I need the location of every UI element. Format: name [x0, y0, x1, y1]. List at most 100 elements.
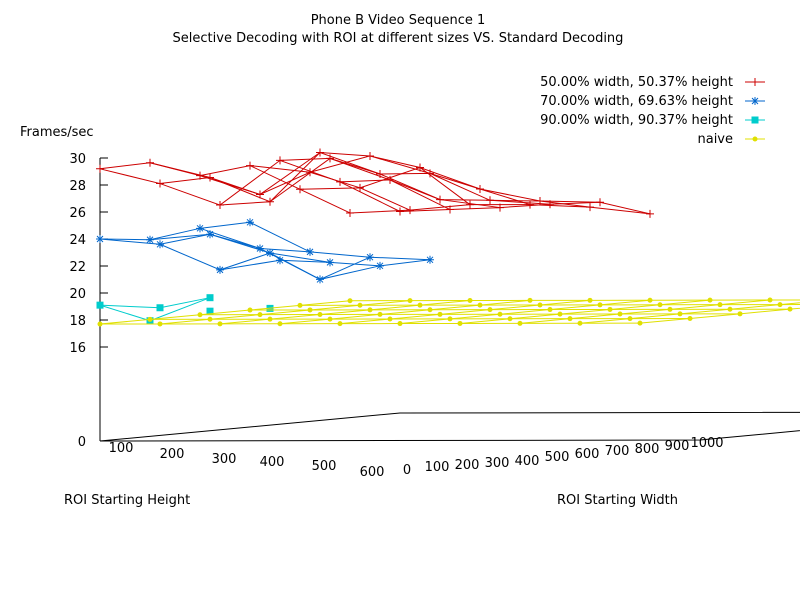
z-tick-label: 28 — [69, 179, 86, 194]
series-2-point — [326, 258, 334, 267]
series-4-point — [527, 297, 533, 303]
series-4-point — [567, 316, 573, 322]
series-3-point — [156, 304, 164, 312]
series-4-point — [657, 302, 663, 308]
x-tick-label: 500 — [312, 459, 337, 474]
series-2-point — [206, 230, 214, 239]
series-4-mesh-line — [579, 302, 800, 324]
series-1-mesh-line — [339, 179, 591, 208]
legend: 50.00% width, 50.37% height 70.00% width… — [540, 75, 733, 147]
series-4-point — [377, 311, 383, 317]
y-tick-label: 400 — [515, 454, 540, 469]
series-4-point — [707, 297, 713, 303]
series-1-point — [346, 208, 354, 217]
series-4-point — [577, 320, 583, 326]
series-4-point — [347, 298, 353, 304]
series-1-point — [206, 173, 214, 182]
legend-label-series-4: naive — [697, 132, 733, 147]
series-4-point — [467, 298, 473, 304]
series-2-point — [306, 247, 314, 256]
series-1 — [96, 148, 654, 218]
series-4-point — [217, 321, 223, 327]
series-4-point — [447, 316, 453, 322]
series-1-point — [266, 197, 274, 206]
series-1-point — [596, 198, 604, 207]
series-3-point — [96, 301, 104, 309]
legend-marks-group — [745, 78, 765, 142]
series-3-mesh-line — [149, 297, 211, 322]
series-2-mesh-line — [99, 238, 281, 271]
series-1-point — [296, 185, 304, 194]
series-2-point — [146, 235, 154, 244]
series-2-point — [246, 218, 254, 227]
series-1-point — [356, 183, 364, 192]
x-tick-label: 100 — [109, 441, 134, 456]
z-tick-label: 24 — [69, 233, 86, 248]
series-4-point — [507, 316, 513, 322]
series-4-point — [767, 297, 773, 303]
y-tick-label: 900 — [665, 439, 690, 454]
series-4-point — [607, 306, 613, 312]
series-2-point — [256, 244, 264, 253]
x-tick-label: 600 — [360, 465, 385, 480]
series-2-mesh-line — [149, 233, 331, 263]
series-1-point — [156, 179, 164, 188]
series-1-point — [536, 197, 544, 206]
series-4-mesh-line — [299, 304, 800, 306]
z-tick-label: 30 — [69, 152, 86, 167]
z-ticks-group: 0 16 18 20 22 24 26 28 30 — [69, 152, 108, 450]
series-1-point — [406, 206, 414, 215]
series-4-point — [357, 302, 363, 308]
y-tick-label: 800 — [635, 442, 660, 457]
legend-label-series-1: 50.00% width, 50.37% height — [540, 75, 733, 90]
series-4-point — [197, 312, 203, 318]
series-1-point — [396, 207, 404, 216]
series-1-point — [96, 164, 104, 173]
series-4-mesh-line — [459, 299, 711, 324]
series-1-point — [386, 175, 394, 184]
series-1-mesh-line — [99, 159, 401, 212]
legend-marker-series-2 — [751, 97, 759, 105]
x-ticks-group: 100 200 300 400 500 600 — [109, 441, 385, 480]
y-tick-label: 100 — [425, 460, 450, 475]
series-2-mesh-line — [219, 252, 371, 280]
series-4-point — [97, 321, 103, 327]
x-tick-label: 300 — [212, 452, 237, 467]
series-4-point — [157, 321, 163, 327]
series-2-point — [96, 235, 104, 243]
series-1-point — [316, 148, 324, 157]
z-tick-label: 18 — [69, 314, 86, 329]
legend-label-series-2: 70.00% width, 69.63% height — [540, 94, 733, 109]
series-1-point — [336, 177, 344, 186]
series-2-point — [366, 253, 374, 262]
series-4-point — [637, 320, 643, 326]
z-tick-label: 0 — [78, 435, 86, 450]
base-frame — [99, 411, 800, 442]
z-tick-label: 16 — [69, 341, 86, 356]
series-3-mesh-line — [99, 304, 151, 322]
series-4-point — [417, 302, 423, 308]
series-2-point — [266, 249, 274, 258]
series-1-point — [276, 156, 284, 165]
y-tick-label: 0 — [403, 463, 411, 478]
y-ticks-group: 0 100 200 300 400 500 600 700 800 900 1000 — [403, 436, 724, 478]
z-tick-label: 26 — [69, 206, 86, 221]
series-1-point — [426, 169, 434, 178]
x-axis-label: ROI Starting Height — [64, 493, 190, 508]
y-tick-label: 200 — [455, 458, 480, 473]
series-1-mesh-line — [249, 155, 551, 205]
y-tick-label: 300 — [485, 456, 510, 471]
series-2-point — [196, 224, 204, 233]
series-1-mesh-line — [279, 157, 531, 206]
series-4-point — [517, 320, 523, 326]
series-4-mesh-line — [99, 322, 641, 325]
series-4-point — [557, 311, 563, 317]
series-2 — [96, 218, 434, 284]
series-4-point — [647, 297, 653, 303]
series-4 — [97, 297, 800, 327]
x-tick-label: 200 — [160, 447, 185, 462]
series-4-mesh-line — [149, 317, 691, 320]
series-4-point — [317, 312, 323, 318]
series-1-point — [216, 201, 224, 210]
